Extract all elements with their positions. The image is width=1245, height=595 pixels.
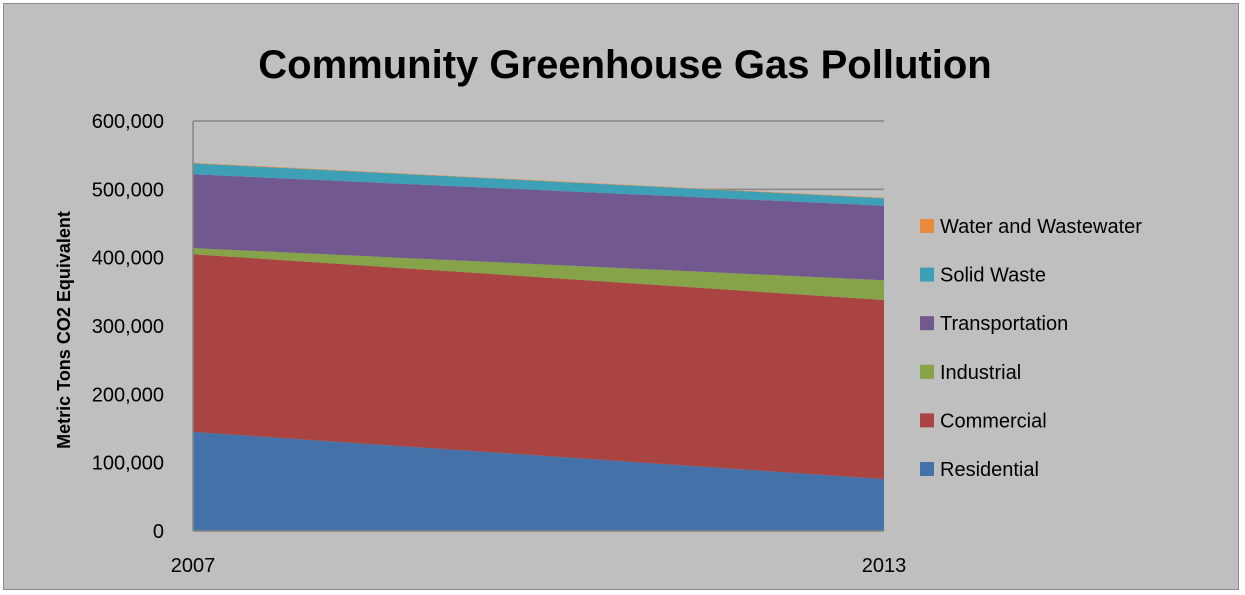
legend-swatch-water-and-wastewater — [920, 219, 934, 233]
y-tick-label-5: 500,000 — [92, 179, 164, 201]
area-commercial — [193, 254, 884, 480]
legend-label-commercial: Commercial — [940, 410, 1047, 432]
legend-swatch-solid-waste — [920, 267, 934, 282]
area-transportation — [193, 174, 884, 281]
area-industrial — [193, 248, 884, 301]
x-tick-label-0: 2007 — [171, 555, 216, 577]
y-tick-label-0: 0 — [153, 521, 164, 543]
chart-title: Community Greenhouse Gas Pollution — [258, 43, 991, 87]
legend-label-transportation: Transportation — [940, 313, 1068, 335]
legend-swatch-commercial — [920, 413, 934, 428]
y-axis-label: Metric Tons CO2 Equivalent — [54, 211, 74, 449]
y-tick-label-6: 600,000 — [92, 111, 164, 133]
axes — [192, 121, 884, 532]
area-water-and-wastewater — [193, 162, 884, 199]
stacked-areas — [193, 162, 884, 531]
legend-label-water-and-wastewater: Water and Wastewater — [940, 216, 1142, 238]
legend-label-industrial: Industrial — [940, 362, 1021, 384]
y-tick-label-2: 200,000 — [92, 384, 164, 406]
legend-swatch-transportation — [920, 316, 934, 331]
legend-swatch-industrial — [920, 364, 934, 379]
legend-label-solid-waste: Solid Waste — [940, 265, 1046, 287]
legend-swatch-residential — [920, 462, 934, 476]
area-solid-waste — [193, 163, 884, 206]
x-axis-ticks: 2007 2013 — [171, 555, 907, 577]
x-tick-label-1: 2013 — [862, 555, 907, 577]
y-tick-label-3: 300,000 — [92, 316, 164, 338]
legend: Water and Wastewater Solid Waste Transport… — [920, 216, 1142, 481]
y-axis-ticks: 0 100,000 200,000 300,000 400,000 500,000 600,… — [92, 111, 164, 543]
y-tick-label-4: 400,000 — [92, 248, 164, 270]
y-tick-label-1: 100,000 — [92, 453, 164, 475]
area-residential — [193, 431, 884, 531]
legend-label-residential: Residential — [940, 459, 1039, 481]
